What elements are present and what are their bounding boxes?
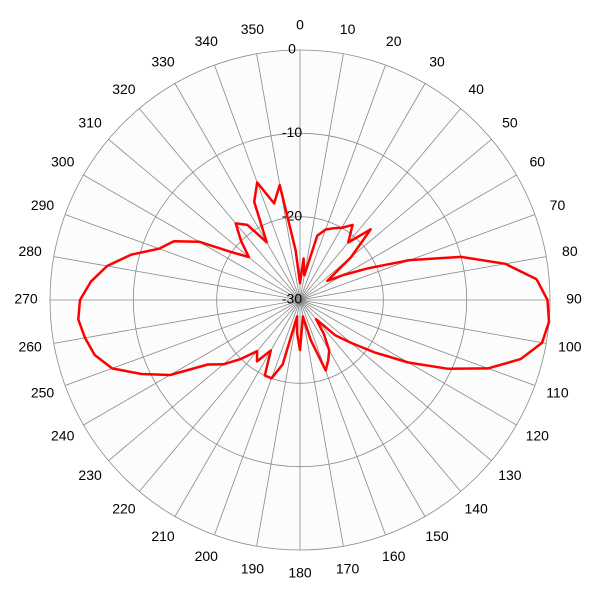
angle-label: 160 [382, 548, 406, 564]
angle-label: 20 [386, 33, 402, 49]
spoke [256, 299, 301, 547]
spoke [174, 299, 301, 517]
spoke [64, 214, 301, 301]
pattern-line [77, 181, 551, 380]
angle-label: 110 [546, 384, 569, 400]
spoke [174, 83, 301, 301]
spoke [83, 174, 301, 301]
angle-label: 240 [51, 428, 75, 444]
angle-label: 190 [241, 561, 265, 577]
angle-label: 120 [526, 428, 550, 444]
spoke [299, 299, 426, 517]
angle-label: 320 [112, 81, 136, 97]
angle-label: 170 [336, 561, 360, 577]
angle-label: 80 [562, 243, 578, 259]
spoke [299, 299, 492, 462]
spoke [83, 299, 301, 426]
spoke [299, 299, 462, 492]
spoke [108, 299, 301, 462]
spoke [108, 138, 301, 301]
angle-label: 230 [78, 467, 102, 483]
angle-label: 60 [530, 154, 546, 170]
grid-circle [132, 132, 468, 468]
angle-label: 150 [425, 528, 449, 544]
spoke [53, 299, 301, 344]
angle-label: 130 [498, 467, 522, 483]
r-tick-label: 0 [288, 41, 296, 57]
spoke [299, 299, 386, 536]
spoke [214, 299, 301, 536]
spoke [138, 299, 301, 492]
spoke [299, 53, 344, 301]
spoke [299, 64, 386, 301]
angle-label: 250 [31, 384, 55, 400]
spoke [299, 299, 344, 547]
angle-label: 70 [550, 197, 566, 213]
angle-label: 40 [468, 81, 484, 97]
angle-label: 200 [195, 548, 219, 564]
spoke [299, 83, 426, 301]
angle-label: 100 [558, 338, 582, 354]
angle-label: 50 [502, 115, 518, 131]
angle-label: 220 [112, 501, 136, 517]
spoke [138, 108, 301, 301]
r-tick-label: -30 [282, 291, 302, 307]
angle-label: 0 [296, 17, 304, 33]
grid-circle [216, 216, 384, 384]
spoke [299, 174, 517, 301]
angle-label: 280 [18, 243, 42, 259]
angle-label: 290 [31, 197, 55, 213]
angle-label: 260 [18, 338, 42, 354]
grid-circle [49, 49, 551, 551]
angle-label: 30 [429, 53, 445, 69]
angle-label: 10 [340, 21, 356, 37]
r-tick-label: -10 [282, 124, 302, 140]
angle-label: 270 [14, 291, 38, 307]
spoke [53, 256, 301, 301]
angle-label: 140 [464, 501, 488, 517]
spoke [299, 299, 536, 386]
spoke [299, 138, 492, 301]
angle-label: 310 [78, 115, 102, 131]
spoke [299, 214, 536, 301]
angle-label: 350 [241, 21, 265, 37]
angle-label: 180 [288, 565, 312, 581]
angle-label: 300 [51, 154, 75, 170]
angle-label: 330 [151, 53, 175, 69]
angle-label: 340 [195, 33, 219, 49]
spoke [256, 53, 301, 301]
spoke [64, 299, 301, 386]
spoke [299, 108, 462, 301]
spoke [299, 299, 547, 344]
angle-label: 210 [151, 528, 175, 544]
angle-label: 90 [566, 291, 582, 307]
